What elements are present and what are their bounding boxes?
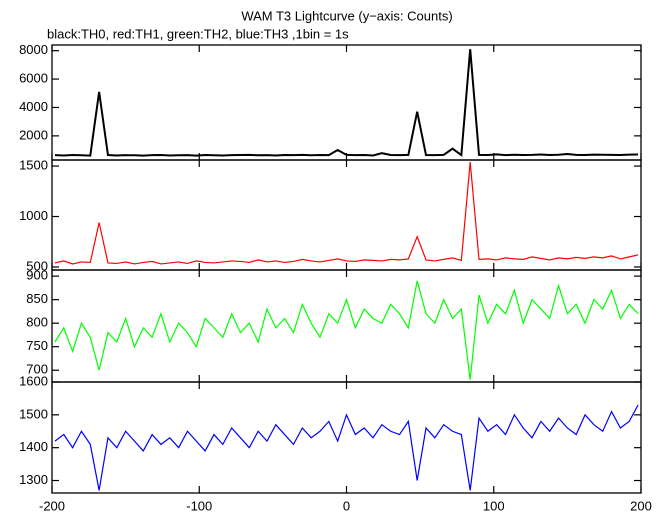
y-tick-label: 8000 — [19, 42, 48, 57]
y-tick-label: 750 — [26, 338, 48, 353]
chart-title: WAM T3 Lightcurve (y−axis: Counts) — [241, 8, 452, 23]
y-tick-label: 4000 — [19, 99, 48, 114]
y-tick-label: 500 — [26, 258, 48, 273]
y-tick-label: 2000 — [19, 127, 48, 142]
y-tick-label: 1000 — [19, 208, 48, 223]
y-tick-label: 900 — [26, 268, 48, 283]
y-tick-label: 1600 — [19, 373, 48, 388]
y-tick-label: 6000 — [19, 71, 48, 86]
panel-frame — [51, 44, 642, 161]
data-line — [54, 49, 639, 157]
y-tick-label: 1500 — [19, 157, 48, 172]
data-line — [54, 404, 639, 491]
x-tick-label: -200 — [39, 498, 65, 513]
y-tick-label: 700 — [26, 362, 48, 377]
data-line — [54, 280, 639, 380]
panel-frame — [51, 159, 642, 271]
data-line — [54, 161, 639, 265]
y-tick-label: 1500 — [19, 406, 48, 421]
panel-frame — [51, 381, 642, 494]
y-tick-label: 850 — [26, 291, 48, 306]
y-tick-label: 1300 — [19, 472, 48, 487]
x-tick-label: 200 — [630, 498, 652, 513]
x-tick-label: 100 — [483, 498, 505, 513]
chart-subtitle: black:TH0, red:TH1, green:TH2, blue:TH3 … — [47, 26, 349, 41]
y-tick-label: 800 — [26, 315, 48, 330]
y-tick-label: 1400 — [19, 439, 48, 454]
x-tick-label: 0 — [343, 498, 350, 513]
panel-frame — [51, 269, 642, 383]
x-tick-label: -100 — [186, 498, 212, 513]
